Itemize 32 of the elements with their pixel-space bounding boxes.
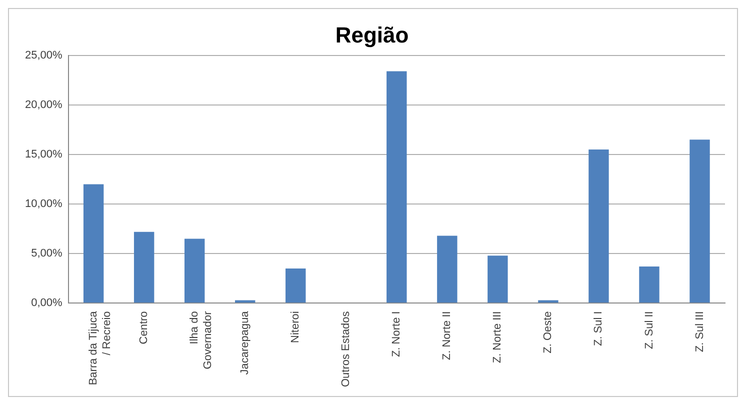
y-tick-label: 25,00% [24,49,63,62]
x-tick-label: Barra da Tijuca / Recreio [88,310,113,386]
x-tick-label: Ilha do Governador [188,310,214,370]
bar [690,140,710,303]
x-tick-label: Z. Oeste [542,311,554,354]
bar [538,300,558,303]
x-tick-label: Z. Sul II [643,311,656,350]
bar [488,256,508,303]
bar [184,238,205,303]
bar [235,300,256,303]
x-tick-label: Z. Norte I [390,311,403,358]
x-tick-label: Outros Estados [340,310,352,388]
bar [286,268,306,303]
bar [386,71,407,303]
x-tick-label: Z. Sul I [592,311,605,346]
y-tick-label: 5,00% [31,248,63,260]
y-tick-label: 0,00% [31,297,63,310]
chart-title: Região [335,22,409,48]
x-tick-label: Niteroi [290,311,302,343]
y-tick-label: 10,00% [24,198,63,210]
x-tick-label: Z. Norte II [441,311,454,360]
x-tick-label: Jacarepagua [239,310,252,375]
bar [639,266,660,303]
bar [83,184,104,303]
y-tick-label: 20,00% [24,98,63,111]
bar [588,150,609,303]
y-tick-label: 15,00% [24,148,63,161]
bar [134,232,154,303]
x-tick-label: Z. Norte III [492,311,504,364]
bar [437,236,458,303]
x-tick-label: Centro [138,311,150,344]
x-tick-label: Z. Sul III [694,311,706,352]
